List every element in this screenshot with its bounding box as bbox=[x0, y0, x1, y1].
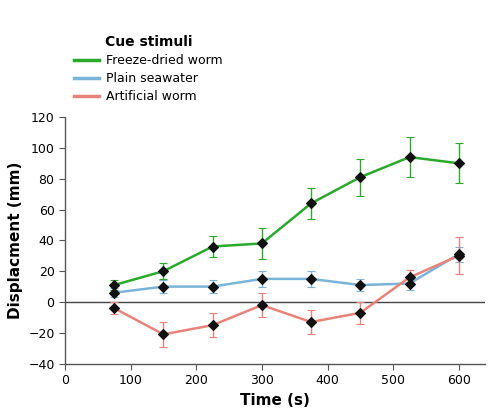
X-axis label: Time (s): Time (s) bbox=[240, 393, 310, 408]
Y-axis label: Displac​ment (mm): Displac​ment (mm) bbox=[8, 162, 22, 319]
Legend: Freeze-dried worm, Plain seawater, Artificial worm: Freeze-dried worm, Plain seawater, Artif… bbox=[72, 33, 226, 106]
